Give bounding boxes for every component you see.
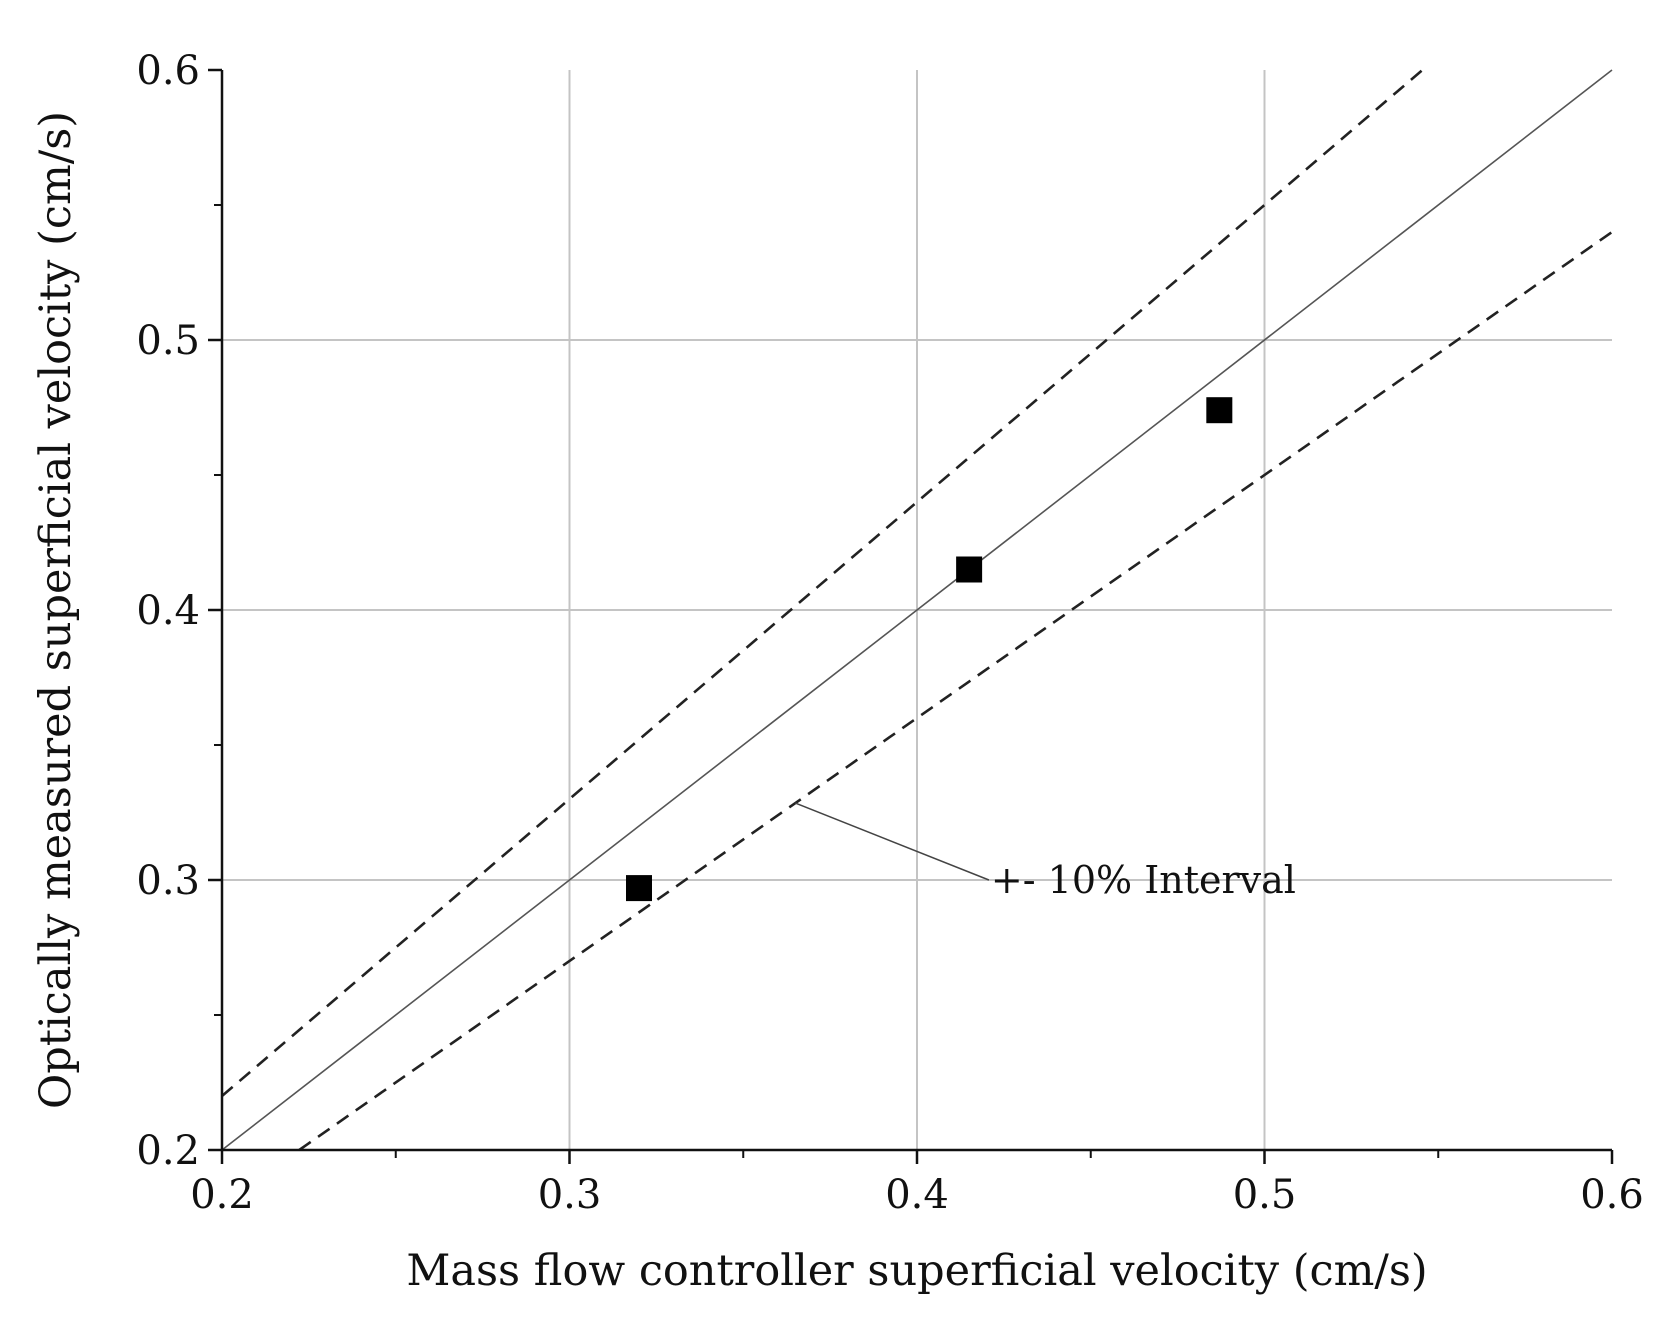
data-point bbox=[956, 556, 983, 583]
data-point bbox=[1206, 397, 1233, 424]
annotation-leader-line bbox=[795, 802, 990, 881]
y-axis-title: Optically measured superficial velocity … bbox=[31, 111, 81, 1109]
y-tick-label: 0.5 bbox=[136, 318, 200, 364]
data-point bbox=[626, 875, 652, 902]
x-tick-label: 0.4 bbox=[885, 1172, 949, 1218]
x-tick-label: 0.3 bbox=[538, 1172, 602, 1218]
y-tick-label: 0.6 bbox=[136, 48, 200, 94]
data-points bbox=[626, 397, 1233, 902]
axes: 0.2 0.3 0.4 0.5 0.6 0.2 0.3 0.4 0.5 0.6 bbox=[136, 48, 1643, 1218]
y-tick-label: 0.3 bbox=[136, 858, 200, 904]
annotation: +- 10% Interval bbox=[795, 802, 1296, 902]
y-tick-label: 0.4 bbox=[136, 588, 200, 634]
y-tick-label: 0.2 bbox=[136, 1128, 200, 1174]
annotation-label: +- 10% Interval bbox=[991, 858, 1296, 902]
reference-lines bbox=[221, 69, 1613, 1152]
reference-line bbox=[298, 230, 1613, 1152]
x-tick-label: 0.2 bbox=[190, 1172, 254, 1218]
reference-line bbox=[221, 69, 1613, 1151]
x-tick-label: 0.5 bbox=[1233, 1172, 1297, 1218]
reference-line bbox=[221, 69, 1424, 1097]
x-axis-title: Mass flow controller superficial velocit… bbox=[406, 1246, 1427, 1296]
x-tick-label: 0.6 bbox=[1580, 1172, 1644, 1218]
